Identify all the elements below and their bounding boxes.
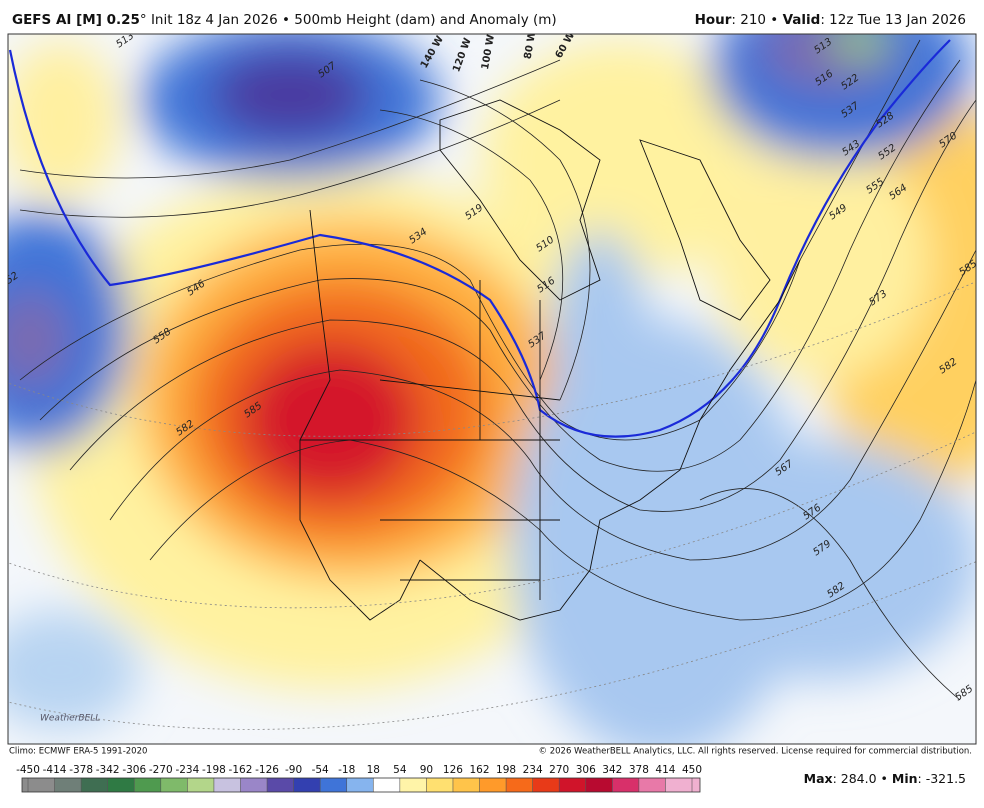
colorbar-swatch [479, 778, 507, 792]
colorbar-swatch [638, 778, 666, 792]
colorbar-swatch [81, 778, 109, 792]
contours [19, 39, 976, 701]
colorbar-swatch [559, 778, 587, 792]
colorbar-swatch [320, 778, 348, 792]
colorbar-tick-label: 306 [576, 764, 596, 776]
colorbar-swatch [665, 778, 693, 792]
colorbar-swatch [532, 778, 560, 792]
header-left: GEFS AI [M] 0.25° Init 18z 4 Jan 2026 • … [12, 12, 557, 28]
colorbar-tick-label: 162 [469, 764, 489, 776]
run-info: ° Init 18z 4 Jan 2026 • 500mb Height (da… [140, 12, 557, 28]
climo-note: Climo: ECMWF ERA-5 1991-2020 [9, 747, 147, 757]
colorbar-end [22, 778, 28, 792]
model-name: GEFS AI [M] 0.25 [12, 12, 140, 28]
colorbar-swatch [373, 778, 401, 792]
colorbar-tick-label: -54 [312, 764, 329, 776]
colorbar-tick-label: -18 [338, 764, 355, 776]
colorbar-tick-label: -306 [122, 764, 146, 776]
colorbar-end [692, 778, 700, 792]
colorbar-tick-label: -414 [43, 764, 67, 776]
colorbar-swatch [107, 778, 135, 792]
hour-value: : 210 • [731, 12, 782, 28]
colorbar-tick-label: -198 [202, 764, 226, 776]
max-label: Max [804, 771, 833, 786]
colorbar-tick-label: -162 [229, 764, 253, 776]
colorbar-tick-label: -450 [16, 764, 40, 776]
colorbar-swatch [240, 778, 268, 792]
colorbar-tick-label: 126 [443, 764, 463, 776]
colorbar-swatch [585, 778, 613, 792]
coastlines [299, 99, 801, 621]
colorbar-swatch [28, 778, 56, 792]
colorbar-swatch [399, 778, 427, 792]
longitude-label: 80 W [523, 30, 539, 60]
colorbar-tick-label: -378 [69, 764, 93, 776]
colorbar-swatch [134, 778, 162, 792]
colorbar: -450 -414 -378 -342 -306 -270 -234 -198 -162 -126… [16, 764, 702, 793]
colorbar-swatch [612, 778, 640, 792]
colorbar-tick-label: 342 [602, 764, 622, 776]
colorbar-swatch [160, 778, 188, 792]
min-value: : -321.5 [918, 771, 966, 786]
colorbar-tick-label: -270 [149, 764, 173, 776]
colorbar-tick-label: -126 [255, 764, 279, 776]
logo: WeatherBELL [40, 714, 100, 724]
colorbar-tick-label: 378 [629, 764, 649, 776]
colorbar-swatch [346, 778, 374, 792]
colorbar-swatch [452, 778, 481, 792]
colorbar-tick-label: 18 [367, 764, 380, 776]
hour-label: Hour [695, 12, 732, 28]
header-right: Hour: 210 • Valid: 12z Tue 13 Jan 2026 [695, 12, 966, 28]
colorbar-tick-label: 450 [682, 764, 702, 776]
colorbar-tick-label: 414 [655, 764, 675, 776]
colorbar-tick-label: 234 [523, 764, 543, 776]
colorbar-swatch [293, 778, 321, 792]
max-min: Max: 284.0 • Min: -321.5 [804, 771, 966, 786]
colorbar-swatch [187, 778, 215, 792]
colorbar-tick-label: 198 [496, 764, 516, 776]
copyright: © 2026 WeatherBELL Analytics, LLC. All r… [539, 747, 972, 757]
colorbar-tick-label: -234 [175, 764, 199, 776]
colorbar-tick-label: 270 [549, 764, 569, 776]
valid-label: Valid [783, 12, 821, 28]
max-value: : 284.0 • [833, 771, 892, 786]
colorbar-frame [21, 777, 701, 793]
colorbar-swatch [267, 778, 295, 792]
colorbar-swatch [213, 778, 241, 792]
colorbar-swatch [54, 778, 82, 792]
colorbar-swatch [506, 778, 534, 792]
min-label: Min [892, 771, 918, 786]
valid-value: : 12z Tue 13 Jan 2026 [820, 12, 966, 28]
540-line [8, 39, 951, 438]
colorbar-tick-label: -342 [96, 764, 120, 776]
colorbar-tick-label: 90 [420, 764, 433, 776]
colorbar-tick-label: -90 [285, 764, 302, 776]
colorbar-swatch [426, 778, 454, 792]
colorbar-tick-label: 54 [393, 764, 407, 776]
